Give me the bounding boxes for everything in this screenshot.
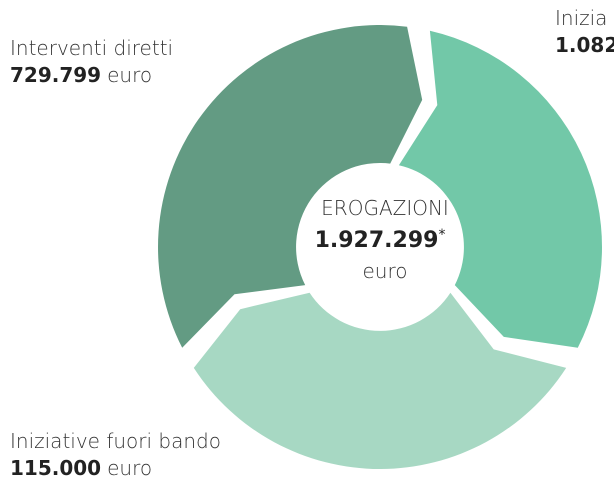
segment-label: Interventi diretti (10, 36, 173, 60)
segment-value: 729.799 euro (10, 63, 152, 87)
donut-segment (158, 25, 423, 348)
donut-segment (193, 292, 567, 470)
value-label: 115.000 (10, 456, 101, 480)
value-label: 1.082 (555, 33, 614, 57)
donut-segment (398, 30, 602, 348)
segment-value: 1.082euro (555, 33, 614, 57)
unit: euro (107, 456, 152, 480)
total-marker: * (438, 227, 445, 243)
total-value: 1.927.299 (315, 228, 439, 253)
value-label: 729.799 (10, 63, 101, 87)
total: 1.927.299* (315, 227, 446, 253)
unit: euro (107, 63, 152, 87)
segment-label: Inizia (555, 6, 607, 30)
center-title: EROGAZIONI (321, 196, 449, 220)
center-unit: euro (363, 259, 408, 283)
segment-value: 115.000 euro (10, 456, 152, 480)
segment-label: Iniziative fuori bando (10, 429, 221, 453)
